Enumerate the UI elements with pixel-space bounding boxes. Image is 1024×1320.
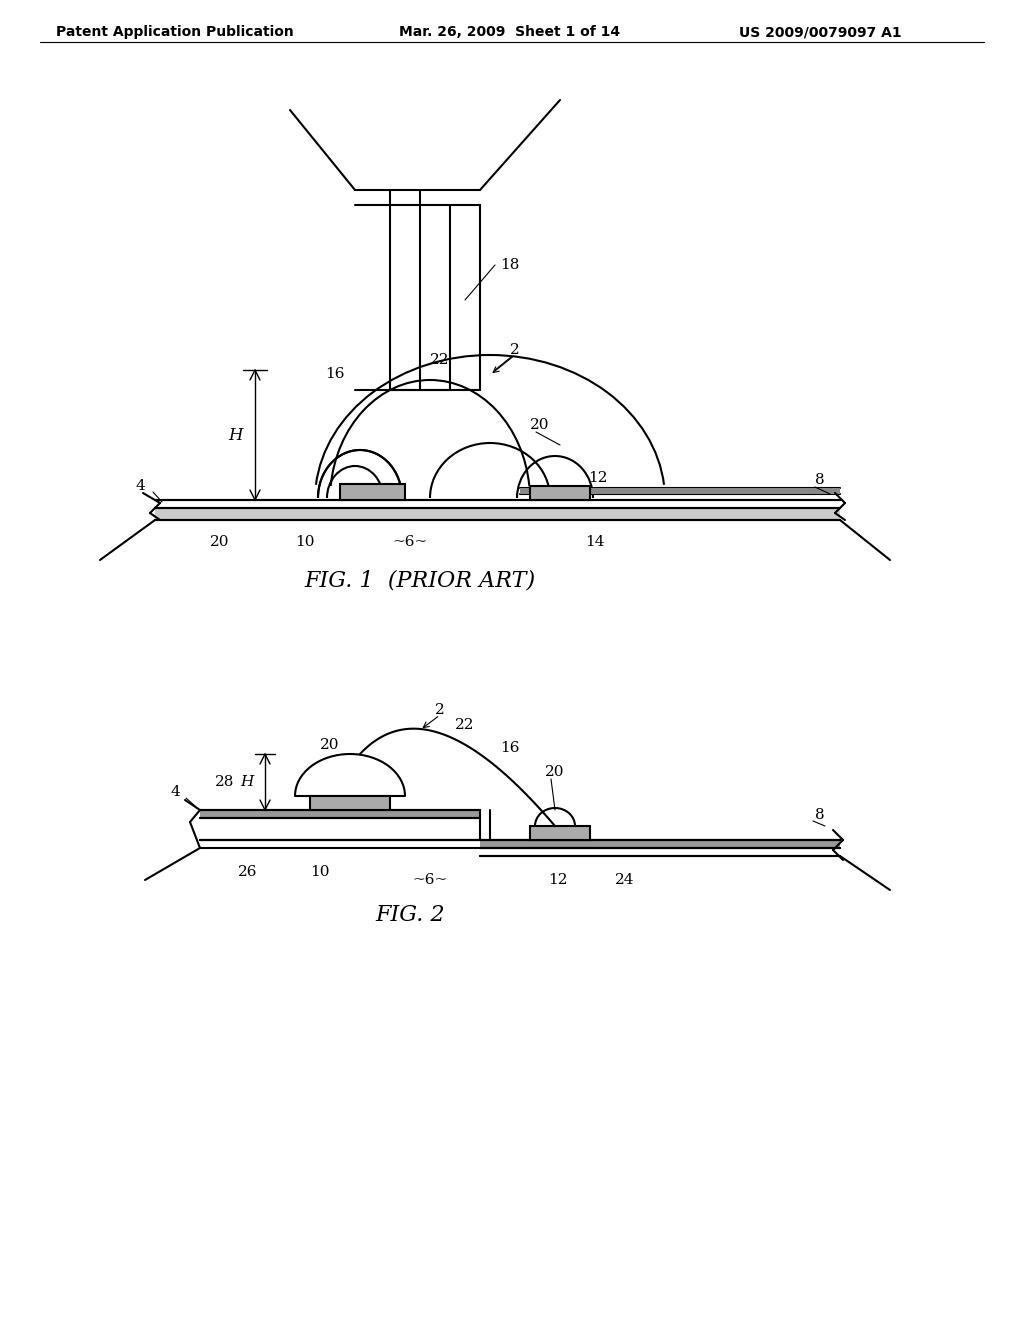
Text: 4: 4 bbox=[135, 479, 144, 492]
Text: 22: 22 bbox=[456, 718, 475, 733]
Bar bbox=[530, 486, 590, 500]
Text: H: H bbox=[227, 426, 243, 444]
Text: 2: 2 bbox=[510, 343, 520, 356]
Text: 20: 20 bbox=[210, 535, 229, 549]
Text: Patent Application Publication: Patent Application Publication bbox=[56, 25, 294, 40]
Text: 22: 22 bbox=[430, 352, 450, 367]
Text: ~6~: ~6~ bbox=[392, 535, 428, 549]
Bar bbox=[480, 840, 840, 847]
Text: 24: 24 bbox=[615, 873, 635, 887]
Text: 20: 20 bbox=[530, 418, 550, 432]
Text: 20: 20 bbox=[321, 738, 340, 752]
Text: FIG. 2: FIG. 2 bbox=[375, 904, 444, 927]
Text: Mar. 26, 2009  Sheet 1 of 14: Mar. 26, 2009 Sheet 1 of 14 bbox=[399, 25, 621, 40]
Bar bbox=[200, 810, 480, 818]
Text: US 2009/0079097 A1: US 2009/0079097 A1 bbox=[738, 25, 901, 40]
Text: 10: 10 bbox=[310, 865, 330, 879]
Text: 8: 8 bbox=[815, 808, 824, 822]
Bar bbox=[310, 796, 390, 810]
Text: 28: 28 bbox=[215, 775, 234, 789]
Text: 16: 16 bbox=[501, 741, 520, 755]
Bar bbox=[530, 826, 590, 840]
Text: 2: 2 bbox=[435, 704, 444, 717]
Bar bbox=[520, 488, 840, 494]
Text: 16: 16 bbox=[326, 367, 345, 381]
Text: FIG. 1  (PRIOR ART): FIG. 1 (PRIOR ART) bbox=[304, 569, 536, 591]
Text: 12: 12 bbox=[548, 873, 567, 887]
Text: 12: 12 bbox=[588, 471, 608, 484]
Text: 8: 8 bbox=[815, 473, 824, 487]
Bar bbox=[155, 508, 840, 520]
Text: H: H bbox=[241, 775, 254, 789]
Text: 26: 26 bbox=[239, 865, 258, 879]
Text: 4: 4 bbox=[170, 785, 180, 799]
Text: 10: 10 bbox=[295, 535, 314, 549]
Text: 18: 18 bbox=[500, 257, 519, 272]
Text: ~6~: ~6~ bbox=[413, 873, 447, 887]
Text: 20: 20 bbox=[545, 766, 565, 779]
Bar bbox=[340, 484, 406, 500]
Text: 14: 14 bbox=[586, 535, 605, 549]
